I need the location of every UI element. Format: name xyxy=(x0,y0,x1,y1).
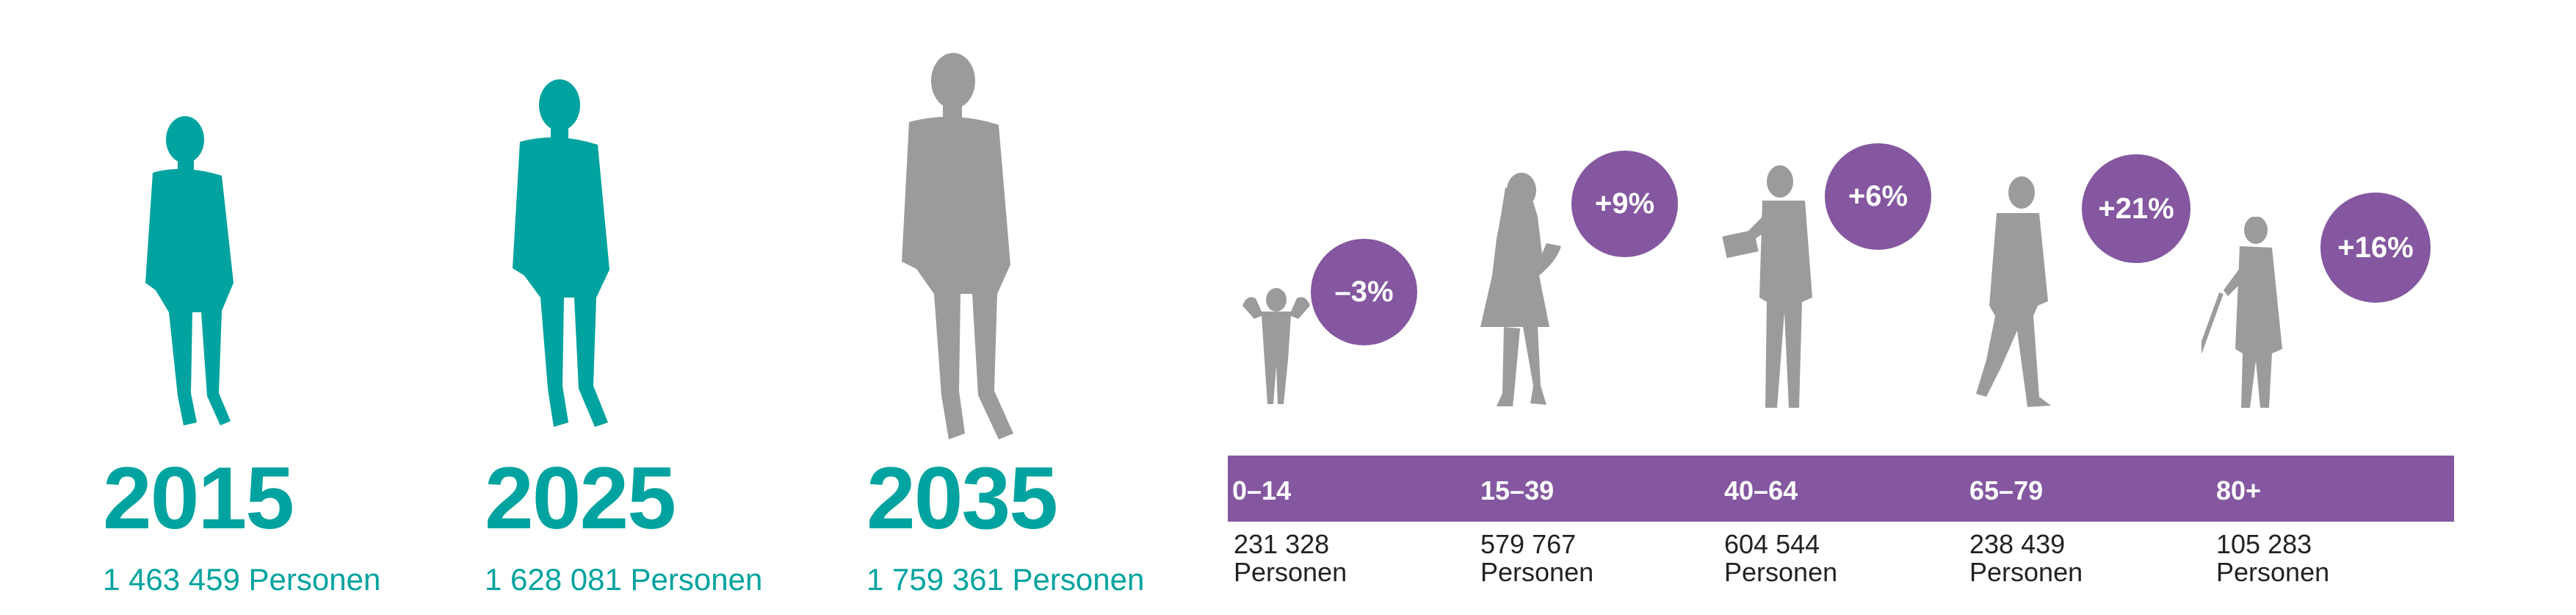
persons-total-2035: 1 759 361 Personen xyxy=(866,562,1145,597)
age-label-15-39: 15–39 xyxy=(1480,475,1555,506)
age-label-40-64: 40–64 xyxy=(1724,475,1798,506)
age-count-65-79: 238 439 Personen xyxy=(1969,531,2083,586)
age-count-value: 238 439 xyxy=(1969,529,2066,559)
age-count-unit: Personen xyxy=(1480,557,1594,587)
age-count-0-14: 231 328 Personen xyxy=(1234,531,1347,586)
persons-total-2025: 1 628 081 Personen xyxy=(485,562,763,597)
age-label-80-plus: 80+ xyxy=(2216,475,2262,506)
age-count-unit: Personen xyxy=(2216,557,2330,587)
child-icon xyxy=(1242,288,1310,404)
person-2035-icon xyxy=(902,53,1013,439)
change-circle-80-plus: +16% xyxy=(2320,193,2431,303)
age-count-unit: Personen xyxy=(1234,557,1347,587)
person-2025-icon xyxy=(513,79,609,427)
age-count-80-plus: 105 283 Personen xyxy=(2216,531,2329,586)
age-label-0-14: 0–14 xyxy=(1232,475,1292,506)
age-count-40-64: 604 544 Personen xyxy=(1724,531,1837,586)
age-count-value: 604 544 xyxy=(1724,529,1820,559)
man-with-tablet-icon xyxy=(1722,165,1812,408)
age-group-bar xyxy=(1228,456,2454,522)
change-circle-15-39: +9% xyxy=(1571,151,1678,257)
older-man-walking-icon xyxy=(1976,176,2051,407)
change-circle-0-14: –3% xyxy=(1311,239,1417,345)
age-count-15-39: 579 767 Personen xyxy=(1480,531,1593,586)
person-2015-icon xyxy=(145,116,234,425)
age-count-value: 579 767 xyxy=(1480,529,1577,559)
year-label-2015: 2015 xyxy=(103,449,294,547)
year-label-2025: 2025 xyxy=(485,449,676,547)
year-label-2035: 2035 xyxy=(866,449,1058,547)
age-label-65-79: 65–79 xyxy=(1969,475,2044,506)
age-count-value: 105 283 xyxy=(2216,529,2312,559)
age-count-unit: Personen xyxy=(1724,557,1838,587)
persons-total-2015: 1 463 459 Personen xyxy=(103,562,381,597)
elderly-with-cane-icon xyxy=(2201,217,2282,408)
age-count-value: 231 328 xyxy=(1234,529,1330,559)
change-circle-40-64: +6% xyxy=(1825,143,1931,250)
woman-icon xyxy=(1480,173,1561,406)
age-count-unit: Personen xyxy=(1969,557,2083,587)
change-circle-65-79: +21% xyxy=(2082,154,2190,263)
